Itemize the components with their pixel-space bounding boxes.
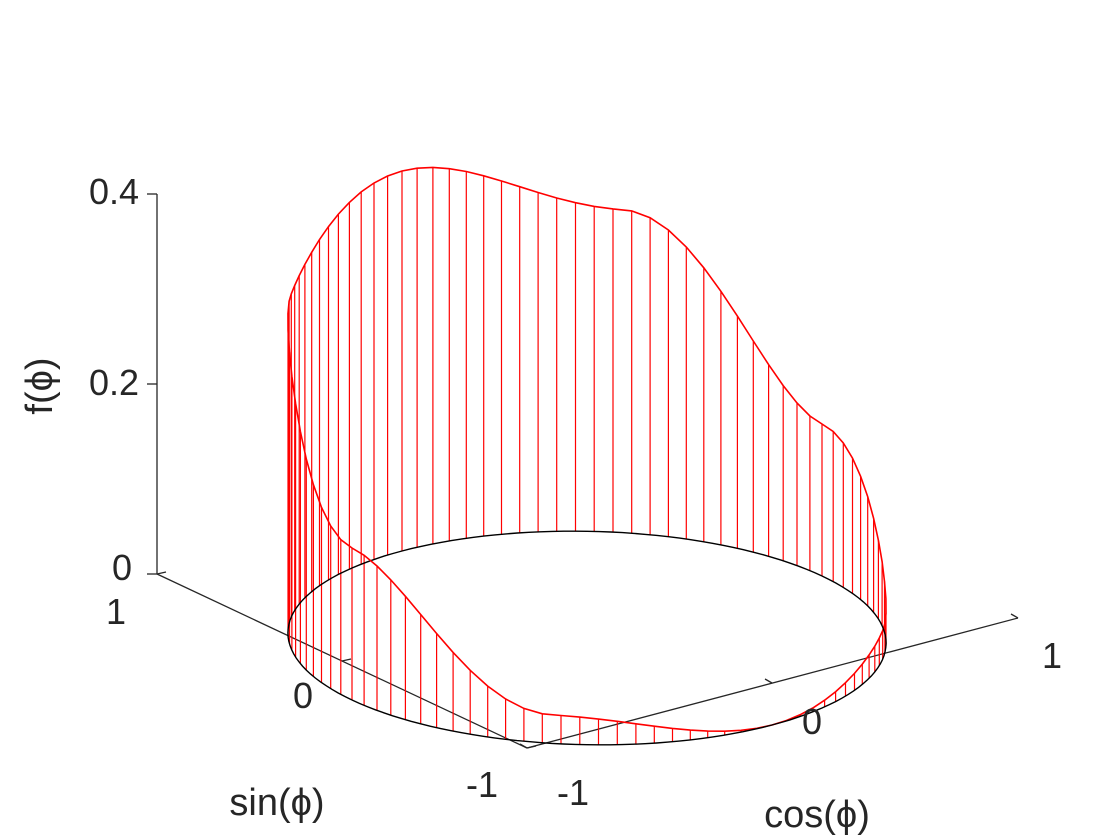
z-tick-label-0.4: 0.4 [89, 171, 139, 212]
x-tick-mark [764, 678, 773, 684]
z-tick-label-0: 0 [112, 547, 132, 588]
x-tick-mark [519, 743, 528, 749]
y-tick-label-neg1: -1 [466, 764, 498, 805]
x-tick-label-0: 0 [802, 701, 822, 742]
x-axis-label: cos(ϕ) [764, 794, 870, 836]
y-tick-mark [156, 571, 167, 575]
x-tick-label-1: 1 [1042, 635, 1062, 676]
z-tick-label-0.2: 0.2 [89, 362, 139, 403]
x-tick-label-neg1: -1 [557, 772, 589, 813]
stem-lines [287, 167, 887, 745]
y-tick-mark [526, 745, 537, 749]
x-tick-mark [1010, 613, 1019, 619]
tick-marks [147, 193, 1019, 749]
y-axis-label: sin(ϕ) [229, 782, 324, 824]
z-axis-label: f(ϕ) [19, 357, 61, 414]
data-curve [287, 166, 887, 733]
y-tick-label-0: 0 [293, 675, 313, 716]
y-tick-mark [341, 658, 352, 662]
y-tick-label-1: 1 [106, 591, 126, 632]
baseline-circle-front [351, 575, 887, 746]
x-axis-line [526, 617, 1019, 749]
baseline-circle-back [287, 530, 823, 701]
